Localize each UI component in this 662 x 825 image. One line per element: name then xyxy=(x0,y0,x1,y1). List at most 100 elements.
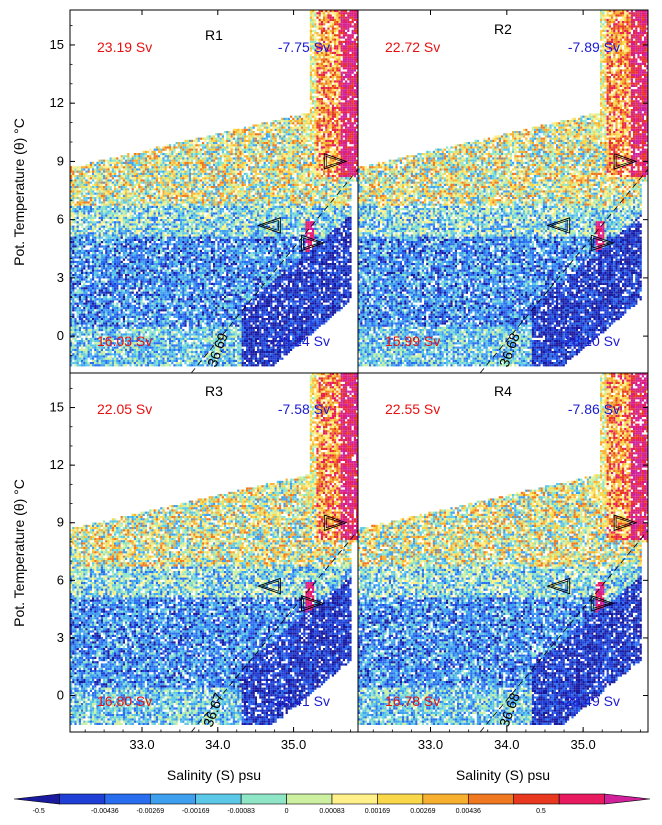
triangle-marker-inner xyxy=(303,597,321,609)
triangle-marker-inner xyxy=(615,155,634,167)
x-tick-label: 35.0 xyxy=(281,737,306,752)
triangle-marker-inner xyxy=(261,220,279,231)
panel-r4-title: R4 xyxy=(494,383,512,399)
y-tick-label: 6 xyxy=(57,212,64,227)
triangle-marker-inner xyxy=(615,517,634,529)
isopycnal-line xyxy=(479,168,649,374)
isopycnal-line xyxy=(479,530,649,733)
colorbar-swatch xyxy=(104,793,151,805)
isopycnal-line xyxy=(190,168,359,374)
triangle-marker-inner xyxy=(550,580,569,592)
x-tick-label: 33.0 xyxy=(418,737,443,752)
triangle-marker xyxy=(546,577,571,595)
y-tick-label: 0 xyxy=(57,328,64,343)
triangle-marker-inner xyxy=(261,580,279,592)
y-tick-label: 12 xyxy=(50,457,64,472)
colorbar-tick-label: -0.00083 xyxy=(227,808,255,815)
colorbar: -0.5 -0.00436 -0.00269 -0.00169 -0.00083 0 0.0… xyxy=(13,793,651,815)
panel-r2-bottom-left-transport: 15.99 Sv xyxy=(385,333,440,349)
panel-r1-top-right-transport: -7.75 Sv xyxy=(278,39,330,55)
axis-ticks: 0 3 6 9 12 15 0 3 6 9 12 15 33.0 34.0 35.0 33.0 34.0 35.0 xyxy=(50,10,648,752)
y-tick-label: 15 xyxy=(50,400,64,415)
panel-r2-title: R2 xyxy=(494,21,512,37)
colorbar-tick-label: 0.00169 xyxy=(365,808,390,815)
panel-r4-top-right-transport: -7.86 Sv xyxy=(568,401,620,417)
triangle-marker xyxy=(613,514,638,532)
y-tick-label: 3 xyxy=(57,270,64,285)
panel-r2-heatmap xyxy=(358,10,648,367)
triangle-marker xyxy=(301,595,325,612)
colorbar-swatch xyxy=(59,793,106,805)
triangle-marker xyxy=(301,234,325,252)
y-tick-label: 3 xyxy=(57,630,64,645)
triangle-marker xyxy=(590,234,615,252)
x-tick-label: 34.0 xyxy=(205,737,230,752)
panel-r2: R2 22.72 Sv -7.89 Sv 15.99 Sv -28.10 Sv … xyxy=(358,10,649,374)
colorbar-tick-label: 0.5 xyxy=(536,808,546,815)
triangle-marker-inner xyxy=(592,237,611,249)
panel-r4: R4 22.55 Sv -7.86 Sv 16.78 Sv -28.49 Sv … xyxy=(358,373,649,733)
panel-r2-top-right-transport: -7.89 Sv xyxy=(568,39,620,55)
panel-r1-bottom-right-transport: -28.24 Sv xyxy=(270,333,330,349)
panel-r2-top-left-transport: 22.72 Sv xyxy=(385,39,440,55)
y-tick-label: 0 xyxy=(57,688,64,703)
panel-r3-top-left-transport: 22.05 Sv xyxy=(97,401,152,417)
triangle-marker xyxy=(256,217,281,234)
colorbar-swatch xyxy=(195,793,242,805)
isopycnal-line xyxy=(190,530,359,733)
panel-r3-bottom-right-transport: -28.41 Sv xyxy=(270,693,330,709)
panel-r1-bottom-left-transport: 16.03 Sv xyxy=(97,333,152,349)
panel-r3-bottom-left-transport: 16.80 Sv xyxy=(97,693,152,709)
y-tick-label: 12 xyxy=(50,95,64,110)
panel-r2-bottom-right-transport: -28.10 Sv xyxy=(560,333,620,349)
panel-r4-markers xyxy=(479,514,649,733)
panel-r1: R1 23.19 Sv -7.75 Sv 16.03 Sv -28.24 Sv … xyxy=(70,10,359,374)
panel-r3: R3 22.05 Sv -7.58 Sv 16.80 Sv -28.41 Sv … xyxy=(70,373,359,733)
panel-r3-title: R3 xyxy=(205,383,223,399)
panel-r4-heatmap xyxy=(358,373,648,725)
panel-r4-bottom-left-transport: 16.78 Sv xyxy=(385,693,440,709)
colorbar-tick-label: -0.00269 xyxy=(136,808,164,815)
colorbar-swatch xyxy=(286,793,333,805)
colorbar-swatch xyxy=(558,793,605,805)
colorbar-tick-label: 0 xyxy=(285,808,289,815)
y-tick-label: 9 xyxy=(57,515,64,530)
panel-r3-heatmap xyxy=(70,373,358,725)
triangle-marker xyxy=(613,153,638,170)
x-tick-label: 35.0 xyxy=(570,737,595,752)
x-tick-label: 33.0 xyxy=(129,737,154,752)
y-axis-label-top: Pot. Temperature (θ) °C xyxy=(11,118,27,266)
triangle-marker-inner xyxy=(325,155,344,167)
y-tick-label: 6 xyxy=(57,572,64,587)
triangle-marker-inner xyxy=(303,237,321,249)
panel-r3-top-right-transport: -7.58 Sv xyxy=(278,401,330,417)
colorbar-tick-label: 0.00269 xyxy=(410,808,435,815)
panel-r4-top-left-transport: 22.55 Sv xyxy=(385,401,440,417)
colorbar-swatch xyxy=(604,793,651,805)
y-tick-label: 9 xyxy=(57,153,64,168)
colorbar-swatch xyxy=(467,793,515,805)
triangle-marker xyxy=(256,577,281,595)
colorbar-swatch xyxy=(377,793,424,805)
panel-r1-top-left-transport: 23.19 Sv xyxy=(97,39,152,55)
triangle-marker xyxy=(590,595,615,612)
colorbar-tick-label: -0.00169 xyxy=(182,808,210,815)
panel-r1-title: R1 xyxy=(205,27,223,43)
panel-r1-markers xyxy=(190,153,359,374)
x-axis-label-right: Salinity (S) psu xyxy=(456,767,550,783)
colorbar-swatch xyxy=(331,793,378,805)
triangle-marker xyxy=(323,514,348,532)
triangle-marker xyxy=(546,217,571,234)
colorbar-tick-label: -0.00436 xyxy=(91,808,119,815)
colorbar-tick-label: 0.00083 xyxy=(319,808,344,815)
triangle-marker-inner xyxy=(592,597,611,609)
panel-r4-bottom-right-transport: -28.49 Sv xyxy=(560,693,620,709)
y-axis-label-bottom: Pot. Temperature (θ) °C xyxy=(11,479,27,627)
y-tick-label: 15 xyxy=(50,37,64,52)
triangle-marker-inner xyxy=(550,220,569,231)
panel-r3-markers xyxy=(190,514,359,733)
colorbar-swatch xyxy=(422,793,469,805)
triangle-marker xyxy=(323,153,348,170)
x-tick-label: 34.0 xyxy=(494,737,519,752)
